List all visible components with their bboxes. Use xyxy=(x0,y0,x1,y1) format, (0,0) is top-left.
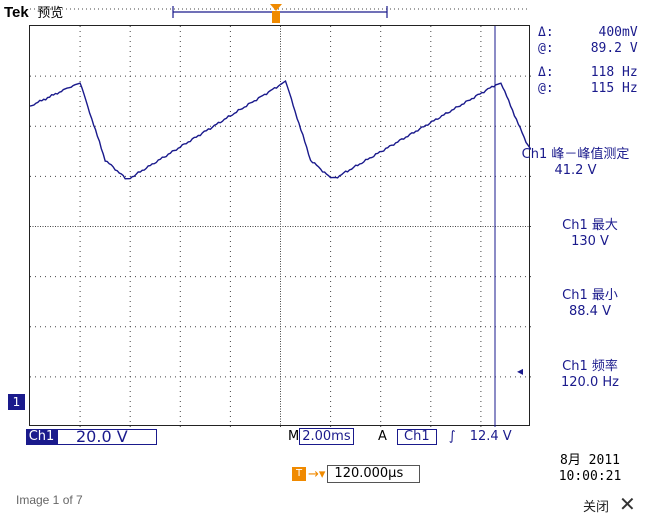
trigger-channel: Ch1 xyxy=(397,429,437,445)
measurement-value: 88.4 V xyxy=(569,304,611,319)
measurement-max: Ch1 最大 130 V xyxy=(525,218,655,250)
graticule xyxy=(30,26,531,427)
delta-voltage: 400mV xyxy=(598,25,638,40)
measurement-label: Ch1 峰－峰值测定 xyxy=(521,147,630,162)
measurement-value: 130 V xyxy=(571,234,609,249)
horizontal-position-bar xyxy=(30,4,530,23)
arrow-right-icon: →▾ xyxy=(308,466,326,482)
timebase-prefix: M xyxy=(288,429,300,444)
at-frequency: 115 Hz xyxy=(590,81,638,96)
waveform-trace xyxy=(30,80,531,180)
close-icon[interactable]: ✕ xyxy=(619,492,636,516)
time-label: 10:00:21 xyxy=(558,469,622,484)
measurement-label: Ch1 频率 xyxy=(562,359,618,374)
at-voltage: 89.2 V xyxy=(590,41,638,56)
trigger-marker-icon: T xyxy=(292,467,306,481)
trigger-readout[interactable]: A Ch1 ∫ 12.4 V xyxy=(378,429,528,445)
measurement-label: Ch1 最小 xyxy=(562,288,618,303)
timebase-value: 2.00ms xyxy=(299,428,354,445)
measurement-value: 120.0 Hz xyxy=(561,375,619,390)
brand-logo: Tek xyxy=(4,4,29,21)
measurement-min: Ch1 最小 88.4 V xyxy=(525,288,655,320)
mode-label: 预览 xyxy=(37,6,64,21)
measurement-value: 41.2 V xyxy=(554,163,597,178)
trigger-position-icon xyxy=(270,4,282,11)
close-label[interactable]: 关闭 xyxy=(583,500,610,515)
measurement-pointer-icon: ◂ xyxy=(517,364,524,378)
measurement-label: Ch1 最大 xyxy=(562,218,618,233)
delta-symbol: Δ: xyxy=(538,65,554,80)
horizontal-position-value: 120.000µs xyxy=(327,465,421,483)
at-symbol: @: xyxy=(538,81,554,96)
date-time: 8月 2011 10:00:21 xyxy=(540,453,640,485)
delta-symbol: Δ: xyxy=(538,25,554,40)
image-counter: Image 1 of 7 xyxy=(16,493,83,507)
at-symbol: @: xyxy=(538,41,554,56)
trigger-slope-icon: ∫ xyxy=(448,429,456,444)
trigger-level: 12.4 V xyxy=(469,429,512,444)
horizontal-position-readout[interactable]: T →▾ 120.000µs xyxy=(292,465,421,483)
waveform-display xyxy=(29,25,531,427)
volts-per-div[interactable]: 20.0 V xyxy=(57,429,157,445)
ground-marker-icon: 1 xyxy=(8,394,25,410)
measurement-peak-to-peak: Ch1 峰－峰值测定 41.2 V xyxy=(498,147,653,179)
trigger-prefix: A xyxy=(378,429,387,444)
channel-tag[interactable]: Ch1 xyxy=(26,429,57,445)
cursor-readouts: Δ: 400mV @: 89.2 V Δ: 118 Hz @: 115 Hz xyxy=(538,25,638,97)
measurement-frequency: Ch1 频率 120.0 Hz xyxy=(525,359,655,391)
delta-frequency: 118 Hz xyxy=(590,65,638,80)
date-label: 8月 2011 xyxy=(560,453,620,468)
title-bar: Tek 预览 xyxy=(4,2,63,22)
timebase-readout[interactable]: M 2.00ms xyxy=(288,428,368,445)
